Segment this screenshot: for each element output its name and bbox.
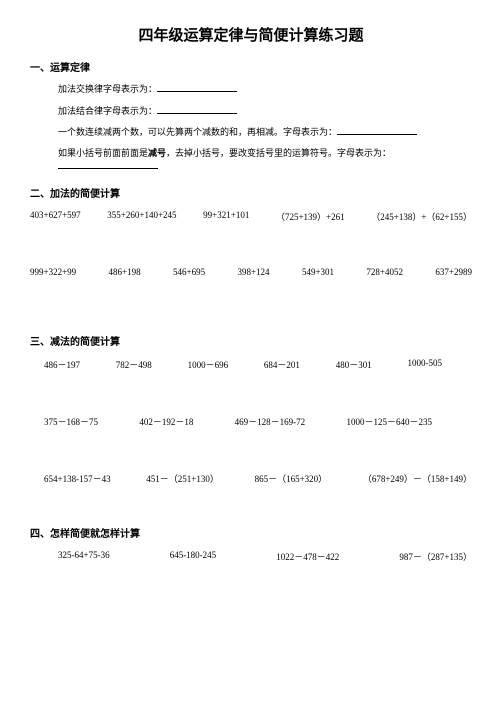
- line3-text: 一个数连续减两个数，可以先算两个减数的和，再相减。字母表示为：: [58, 127, 337, 137]
- line4b-text: ，去掉小括号，要改变括号里的运算符号。字母表示为：: [166, 148, 391, 158]
- line4-bold: 减号: [148, 148, 166, 158]
- problem: 403+627+597: [30, 210, 81, 223]
- problem: 728+4052: [366, 267, 403, 277]
- problem: 549+301: [302, 267, 334, 277]
- problem: 637+2989: [435, 267, 472, 277]
- problem: 782－498: [116, 358, 152, 371]
- problem: （678+249）－（158+149）: [363, 472, 472, 485]
- line2-text: 加法结合律字母表示为：: [58, 106, 157, 116]
- fill-line-3: 一个数连续减两个数，可以先算两个减数的和，再相减。字母表示为：: [58, 125, 472, 139]
- problem: 355+260+140+245: [107, 210, 176, 223]
- problem: 654+138-157－43: [44, 472, 111, 485]
- problem: 486+198: [109, 267, 141, 277]
- blank-4: [58, 159, 158, 169]
- line4a-text: 如果小括号前面前面是: [58, 148, 148, 158]
- section3-heading: 三、减法的简便计算: [30, 333, 472, 348]
- section2-heading: 二、加法的简便计算: [30, 185, 472, 200]
- problem-row: 325-64+75-36 645-180-245 1022－478－422 98…: [58, 550, 472, 563]
- problem: 1022－478－422: [276, 550, 339, 563]
- problem: 375－168－75: [44, 415, 98, 428]
- problem: 469－128－169-72: [235, 415, 306, 428]
- problem: 480－301: [336, 358, 372, 371]
- problem: 546+695: [173, 267, 205, 277]
- problem-row: 654+138-157－43 451－（251+130） 865－（165+32…: [44, 472, 472, 485]
- problem: 645-180-245: [170, 550, 217, 563]
- fill-line-2: 加法结合律字母表示为：: [58, 104, 472, 118]
- problem: 486－197: [44, 358, 80, 371]
- problem: 398+124: [237, 267, 269, 277]
- line1-text: 加法交换律字母表示为：: [58, 84, 157, 94]
- problem: 684－201: [264, 358, 300, 371]
- blank-2: [157, 104, 237, 114]
- problem: （245+138）+（62+155）: [371, 210, 472, 223]
- problem: 1000-505: [407, 358, 442, 371]
- problem: 402－192－18: [139, 415, 193, 428]
- page-title: 四年级运算定律与简便计算练习题: [30, 24, 472, 45]
- problem: 451－（251+130）: [146, 472, 219, 485]
- fill-line-4: 如果小括号前面前面是减号，去掉小括号，要改变括号里的运算符号。字母表示为：: [58, 147, 472, 173]
- problem-row: 486－197 782－498 1000－696 684－201 480－301…: [44, 358, 472, 371]
- section1-heading: 一、运算定律: [30, 59, 472, 74]
- problem-row: 375－168－75 402－192－18 469－128－169-72 100…: [44, 415, 472, 428]
- problem: 865－（165+320）: [255, 472, 328, 485]
- problem-row: 999+322+99 486+198 546+695 398+124 549+3…: [30, 267, 472, 277]
- problem: 987－（287+135）: [399, 550, 472, 563]
- problem: 999+322+99: [30, 267, 76, 277]
- problem: 1000－696: [188, 358, 229, 371]
- problem: 1000－125－640－235: [346, 415, 432, 428]
- fill-line-1: 加法交换律字母表示为：: [58, 82, 472, 96]
- problem: （725+139）+261: [276, 210, 345, 223]
- problem: 325-64+75-36: [58, 550, 110, 563]
- blank-1: [157, 82, 237, 92]
- section4-heading: 四、怎样简便就怎样计算: [30, 525, 472, 540]
- problem-row: 403+627+597 355+260+140+245 99+321+101 （…: [30, 210, 472, 223]
- blank-3: [337, 125, 417, 135]
- problem: 99+321+101: [203, 210, 249, 223]
